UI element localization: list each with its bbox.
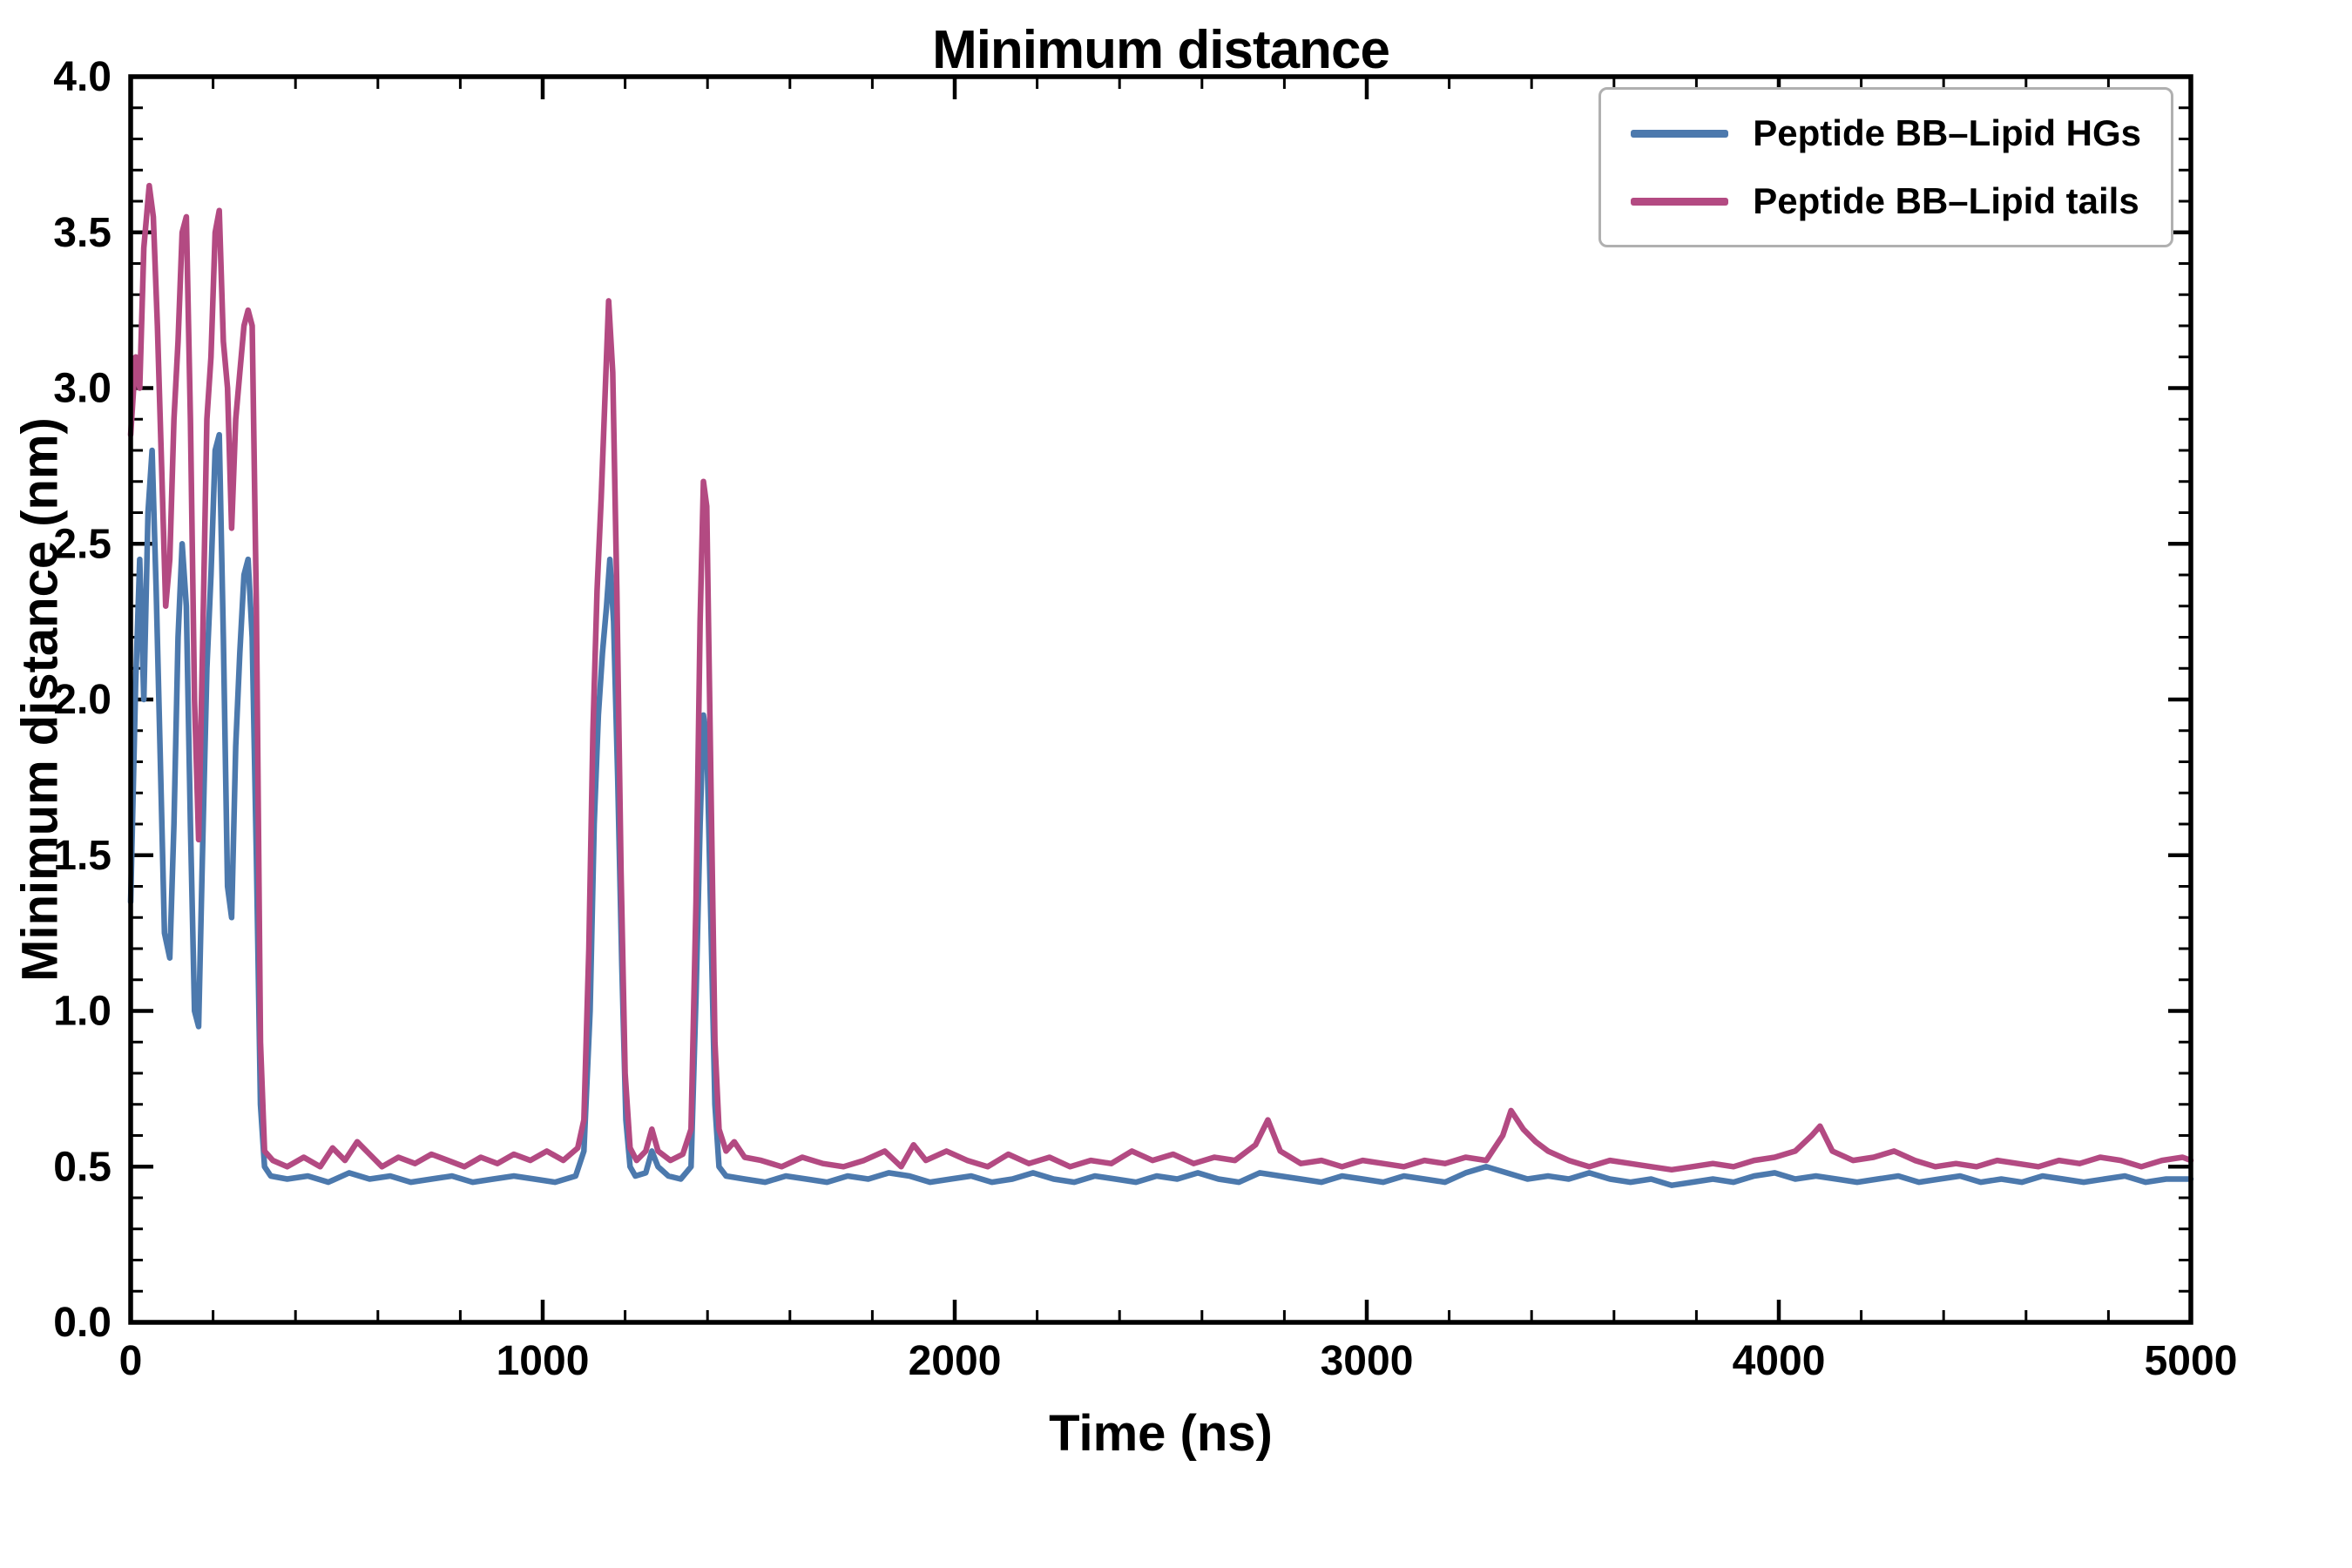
x-tick-label: 3000: [1321, 1338, 1414, 1384]
y-tick-label: 3.0: [53, 366, 112, 412]
y-tick-label: 1.5: [53, 833, 112, 879]
legend-line-swatch-hgs: [1631, 129, 1729, 138]
legend-label-tails: Peptide BB–Lipid tails: [1753, 180, 2139, 221]
x-tick-label: 5000: [2145, 1338, 2238, 1384]
y-tick-label: 3.5: [53, 210, 112, 256]
axes-frame: [128, 74, 2193, 1325]
y-tick-label: 2.0: [53, 677, 112, 723]
y-tick-label: 0.0: [53, 1300, 112, 1346]
series-line-peptide-bb-lipid-tails: [127, 182, 2194, 1173]
series-line-peptide-bb-lipid-hgs: [127, 431, 2194, 1188]
legend-label-hgs: Peptide BB–Lipid HGs: [1753, 112, 2141, 153]
y-axis-label: Minimum distance (nm): [11, 417, 69, 982]
y-tick-label: 1.0: [53, 989, 112, 1035]
y-tick-label: 2.5: [53, 521, 112, 567]
x-tick-label: 2000: [909, 1338, 1002, 1384]
x-tick-label: 4000: [1733, 1338, 1826, 1384]
x-axis-label: Time (ns): [1049, 1405, 1273, 1462]
y-tick-label: 4.0: [53, 54, 112, 100]
legend-entry-tails: Peptide BB–Lipid tails: [1631, 180, 2141, 222]
chart-title: Minimum distance: [932, 20, 1390, 80]
legend: Peptide BB–Lipid HGs Peptide BB–Lipid ta…: [1598, 87, 2173, 247]
x-tick-label: 1000: [497, 1338, 590, 1384]
y-tick-label: 0.5: [53, 1144, 112, 1190]
legend-entry-hgs: Peptide BB–Lipid HGs: [1631, 112, 2141, 154]
legend-line-swatch-tails: [1631, 197, 1729, 206]
x-tick-label: 0: [119, 1338, 143, 1384]
